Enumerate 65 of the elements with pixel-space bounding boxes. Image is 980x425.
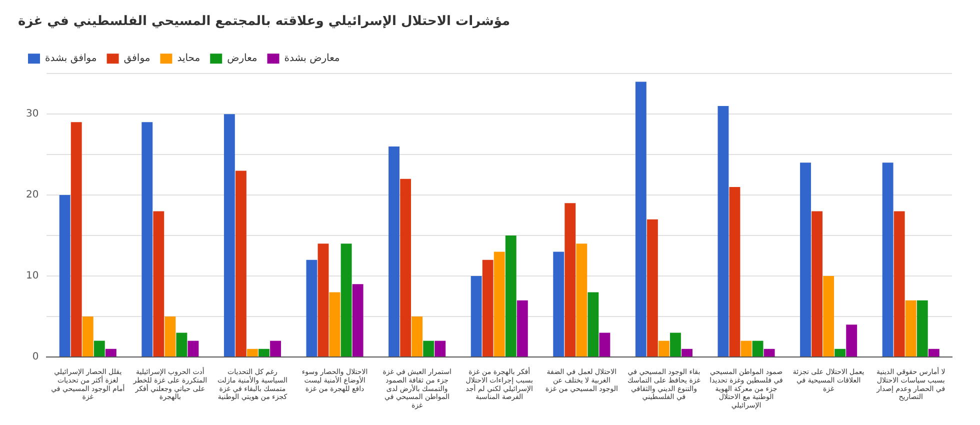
bar — [576, 244, 588, 356]
bar — [270, 340, 281, 356]
bar — [718, 106, 729, 356]
bar — [658, 340, 670, 356]
y-tick-label: 30 — [26, 108, 39, 120]
bar — [352, 284, 364, 356]
bar — [400, 178, 412, 356]
bar — [235, 170, 246, 356]
bar — [505, 236, 516, 356]
bar — [823, 276, 834, 356]
bar — [834, 348, 846, 356]
y-tick-label: 0 — [32, 352, 39, 363]
bar — [412, 316, 423, 356]
bar — [682, 348, 692, 356]
bar — [94, 340, 105, 356]
bar — [599, 332, 610, 356]
bar — [882, 162, 894, 356]
legend-label: موافق بشدة — [45, 53, 97, 64]
chart-title: مؤشرات الاحتلال الإسرائيلي وعلاقته بالمجتمع المسيحي الفلسطيني في غزة — [18, 14, 510, 30]
bar — [928, 348, 940, 356]
legend-label: معارض بشدة — [284, 53, 340, 64]
bar — [246, 348, 258, 356]
bar — [916, 300, 928, 356]
bar — [423, 340, 434, 356]
bar — [142, 122, 153, 356]
bar — [82, 316, 94, 356]
bar — [176, 332, 188, 356]
bar — [482, 260, 494, 356]
bar — [846, 324, 858, 356]
bar — [70, 122, 82, 356]
bar — [646, 219, 658, 356]
bar — [329, 292, 340, 356]
bar — [188, 340, 199, 356]
bar — [729, 186, 740, 356]
bar — [105, 348, 116, 356]
bar — [434, 340, 446, 356]
bar — [388, 146, 400, 356]
bar — [564, 203, 576, 356]
bar — [905, 300, 916, 356]
bar — [318, 244, 329, 356]
bar — [153, 211, 164, 356]
bar — [894, 211, 905, 356]
bar — [224, 114, 235, 356]
bar — [494, 252, 505, 356]
legend-label: محايد — [177, 53, 200, 64]
bar — [258, 348, 270, 356]
bar — [340, 244, 352, 356]
bar — [764, 348, 775, 356]
bar — [812, 211, 823, 356]
bar — [306, 260, 318, 356]
bar — [740, 340, 752, 356]
y-tick-label: 10 — [26, 270, 39, 282]
legend-label: معارض — [227, 53, 258, 64]
bar — [470, 276, 482, 356]
bar — [635, 82, 646, 356]
bar — [670, 332, 681, 356]
bar — [59, 195, 70, 356]
bar — [800, 162, 811, 356]
y-tick-label: 20 — [26, 190, 39, 201]
bar — [752, 340, 764, 356]
bar — [164, 316, 176, 356]
bar — [588, 292, 599, 356]
bar — [553, 252, 564, 356]
bar — [516, 300, 528, 356]
legend-label: موافق — [124, 53, 150, 64]
